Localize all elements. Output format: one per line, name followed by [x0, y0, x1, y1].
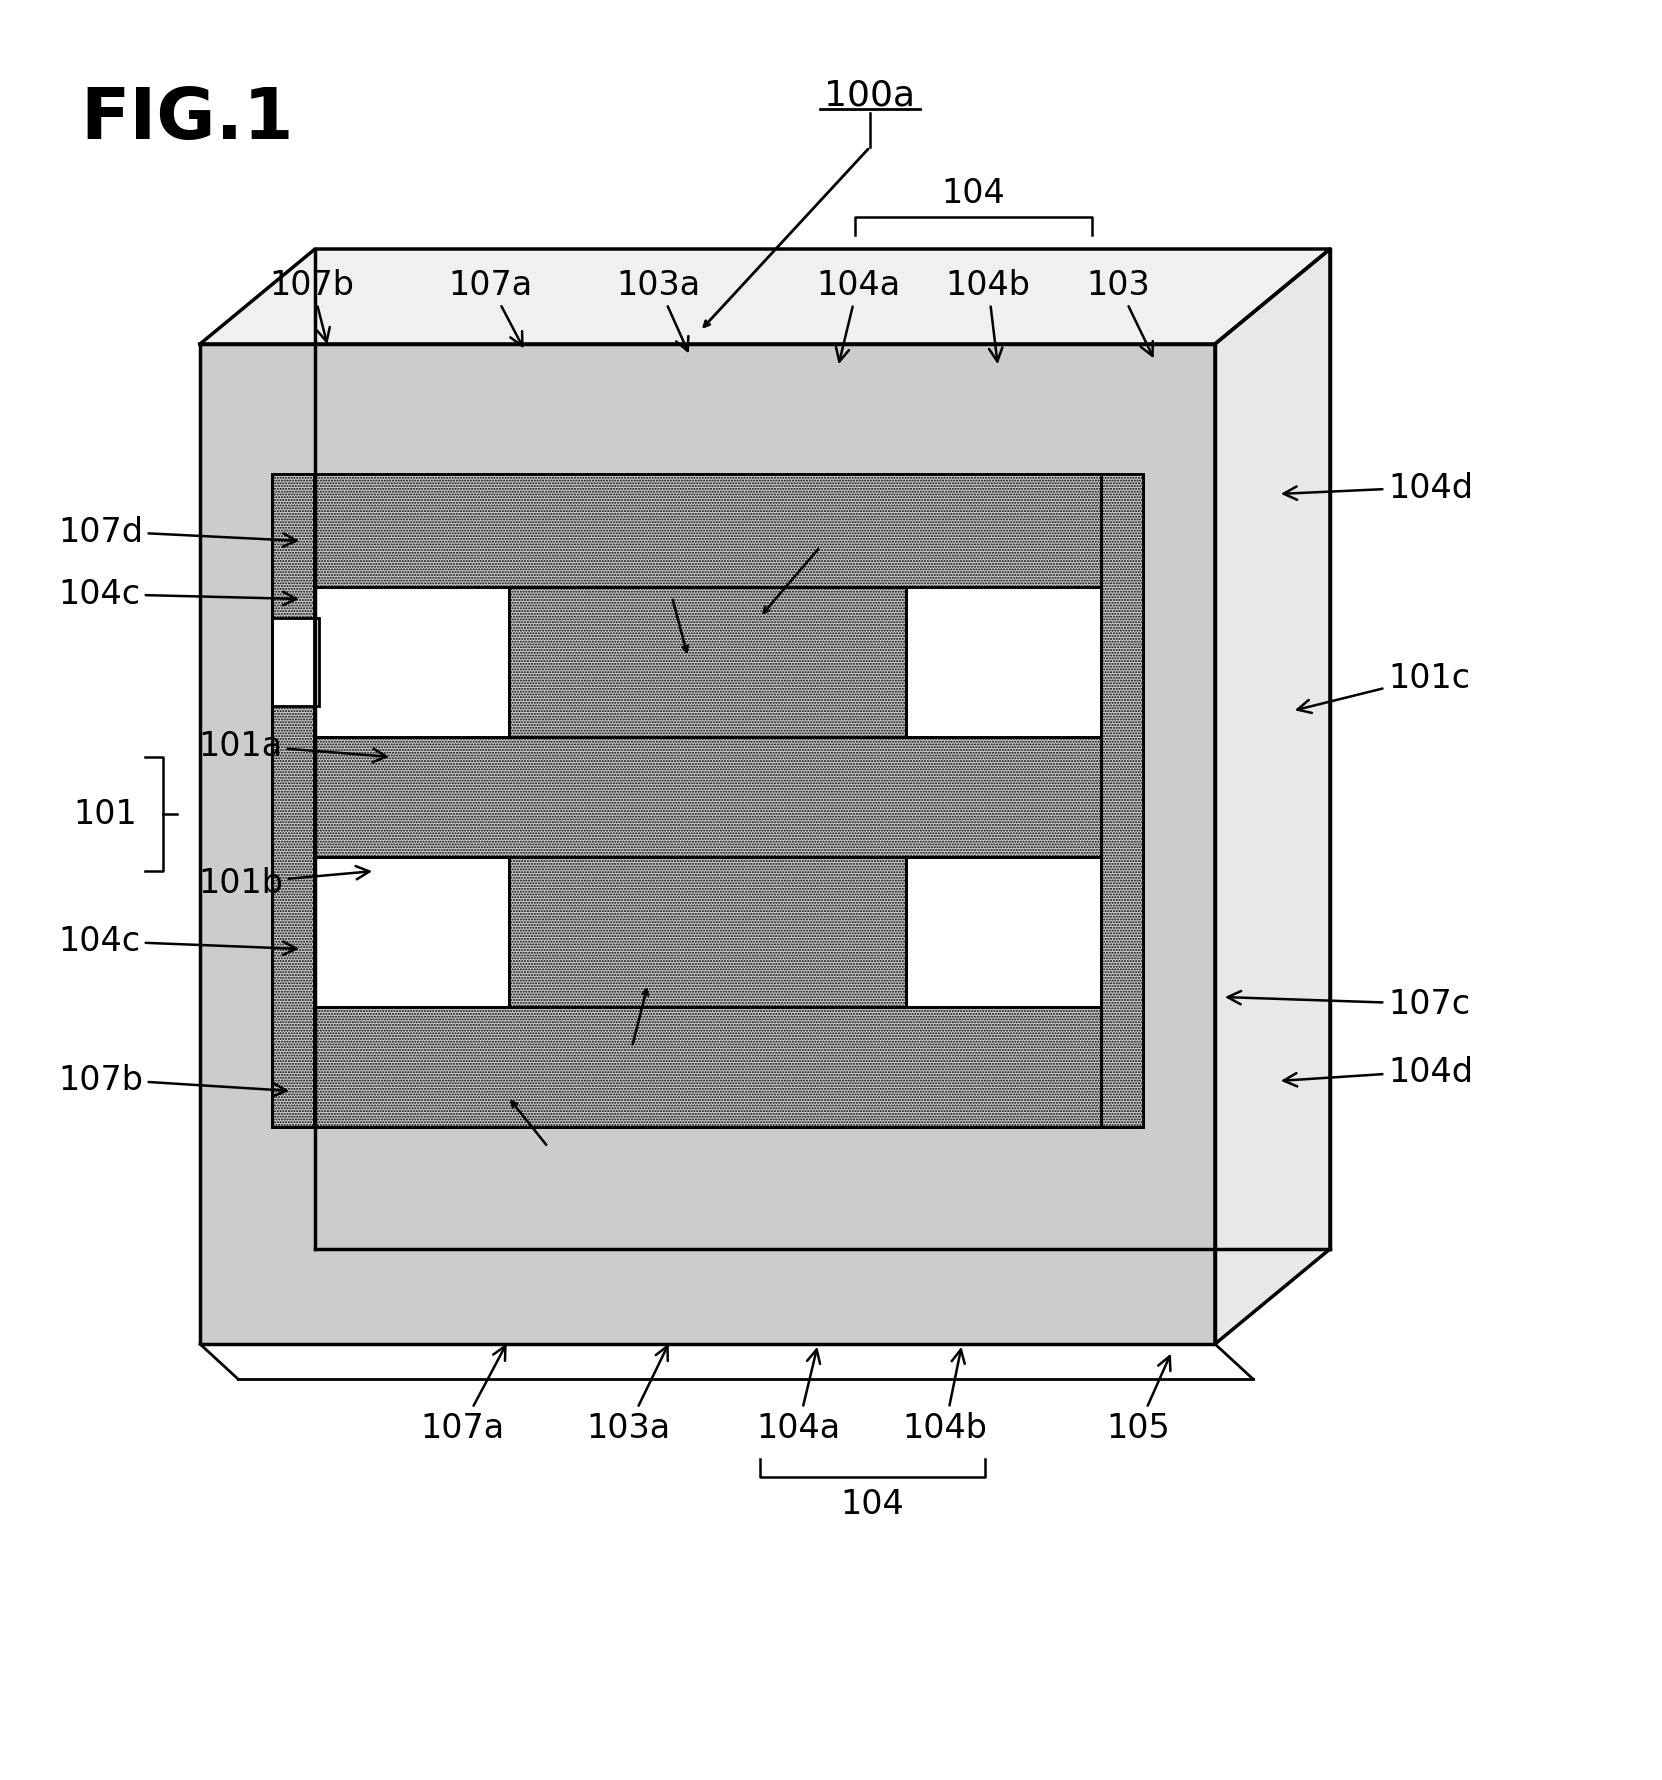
Text: 107d: 107d	[58, 514, 296, 548]
Text: 104d: 104d	[1283, 472, 1473, 504]
Polygon shape	[1215, 249, 1330, 1344]
Bar	[314, 475, 1100, 587]
Text: 104c: 104c	[58, 926, 296, 958]
Text: 104d: 104d	[1283, 1056, 1473, 1088]
Text: 101c: 101c	[1298, 660, 1471, 714]
Bar	[273, 619, 319, 707]
Text: 107b: 107b	[58, 1063, 286, 1096]
Text: 107c: 107c	[1228, 988, 1471, 1022]
Bar	[314, 858, 509, 1007]
Bar	[906, 858, 1100, 1007]
Polygon shape	[199, 249, 1330, 345]
Text: 107b: 107b	[269, 269, 354, 342]
Bar	[509, 587, 906, 737]
Bar	[314, 737, 1100, 858]
Bar	[273, 475, 314, 1127]
Bar	[509, 858, 906, 1007]
Text: 101: 101	[73, 797, 136, 831]
Bar	[1100, 475, 1143, 1127]
Text: 103: 103	[1087, 269, 1153, 356]
Text: 105: 105	[1107, 1356, 1170, 1444]
Text: 104b: 104b	[946, 269, 1030, 363]
Text: 107a: 107a	[420, 1346, 505, 1444]
Text: 101b: 101b	[198, 867, 369, 901]
Text: FIG.1: FIG.1	[80, 85, 294, 153]
Bar	[314, 587, 509, 737]
Text: 103a: 103a	[617, 269, 700, 352]
Bar	[314, 1007, 1100, 1127]
Text: 101a: 101a	[198, 730, 387, 762]
Text: 104a: 104a	[816, 269, 901, 363]
Text: 104a: 104a	[756, 1349, 839, 1444]
Bar	[199, 345, 1215, 1344]
Text: 104: 104	[942, 176, 1006, 210]
Bar	[273, 475, 1143, 1127]
Text: 104c: 104c	[58, 578, 296, 611]
Text: 104: 104	[841, 1486, 904, 1520]
Text: 107a: 107a	[449, 269, 532, 347]
Bar	[906, 587, 1100, 737]
Text: 103a: 103a	[587, 1346, 670, 1444]
Text: 100a: 100a	[824, 78, 916, 112]
Text: 104b: 104b	[902, 1349, 987, 1444]
